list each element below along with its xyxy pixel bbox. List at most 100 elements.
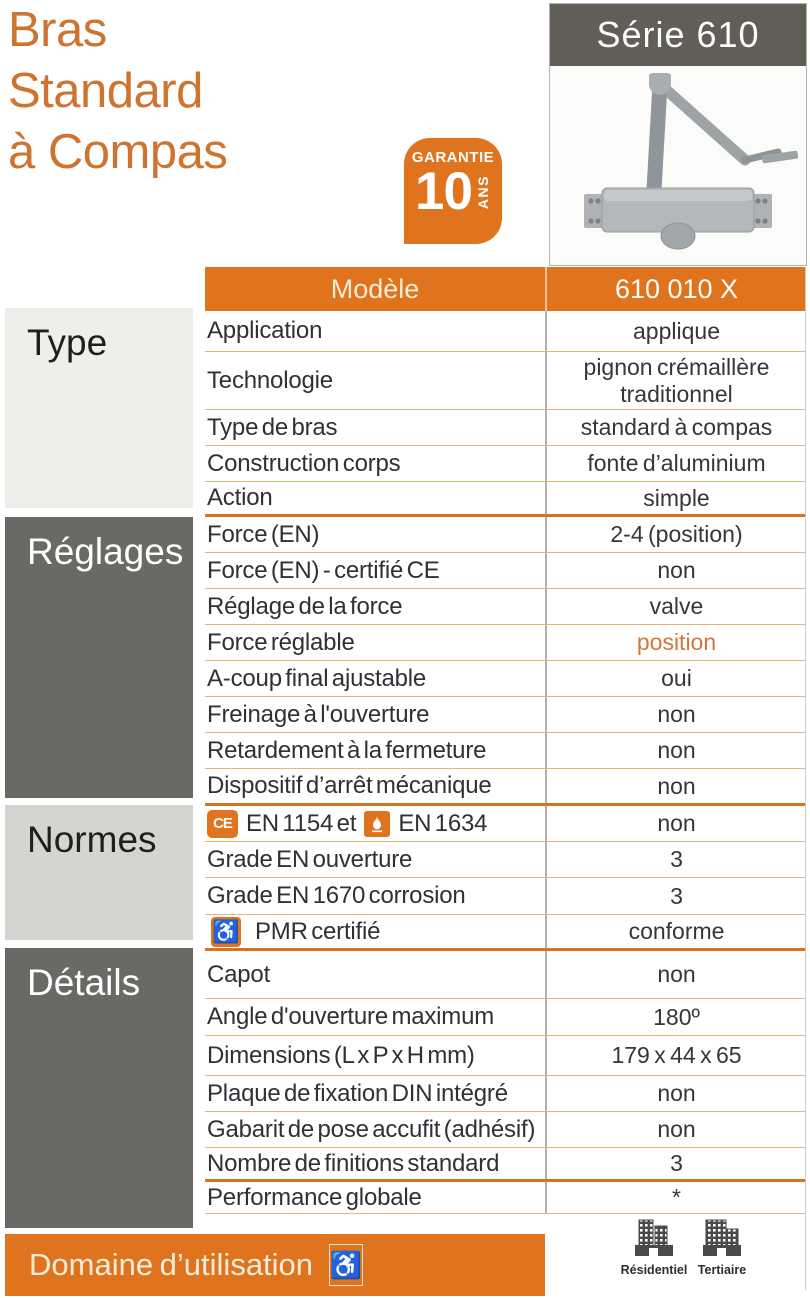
table-row: Construction corps fonte d’aluminium — [205, 446, 806, 482]
row-label: Angle d'ouverture maximum — [207, 1003, 495, 1030]
usage-icons: Résidentiel Tertiaire — [620, 1218, 756, 1277]
spec-table: Application applique Technologie pignon … — [205, 311, 806, 1214]
row-label: Grade EN ouverture — [207, 845, 413, 873]
row-label: A-coup final ajustable — [207, 664, 427, 692]
row-label: Force réglable — [207, 628, 355, 656]
row-label: Dimensions (L x P x H mm) — [207, 1041, 475, 1069]
row-value: 3 — [545, 878, 806, 914]
residential-building-icon — [635, 1219, 673, 1256]
wheelchair-icon: ♿ — [211, 916, 241, 947]
usage-domain-title: Domaine d’utilisation — [29, 1247, 314, 1282]
row-label: Plaque de fixation DIN intégré — [207, 1079, 508, 1107]
row-label: CE EN 1154 et EN 1634 — [205, 806, 545, 841]
table-row: A-coup final ajustable oui — [205, 661, 806, 697]
section-type: Type — [5, 308, 193, 508]
row-label: Force (EN) — [207, 520, 320, 548]
row-value: position — [545, 625, 806, 660]
table-row: ♿ PMR certifié conforme — [205, 915, 806, 951]
row-label: Action — [207, 484, 273, 511]
row-value: applique — [545, 311, 806, 351]
row-label-text: EN 1154 et — [246, 809, 357, 837]
row-value: * — [545, 1182, 806, 1213]
row-label: Nombre de finitions standard — [207, 1149, 500, 1177]
table-row: Retardement à la fermeture non — [205, 733, 806, 769]
table-row: Freinage à l'ouverture non — [205, 697, 806, 733]
row-label: Réglage de la force — [207, 592, 403, 620]
row-label: Performance globale — [207, 1183, 422, 1211]
model-column-header: Modèle — [330, 273, 420, 304]
row-value: non — [545, 951, 806, 998]
section-details: Détails — [5, 948, 193, 1228]
ce-mark-icon: CE — [207, 809, 238, 838]
page-title-line: Bras — [8, 3, 107, 57]
row-value: standard à compas — [545, 410, 806, 445]
row-value: simple — [545, 482, 806, 514]
door-closer-illustration — [584, 73, 799, 250]
model-number: 610 010 X — [545, 267, 806, 311]
row-value: non — [545, 553, 806, 588]
row-value: non — [545, 1112, 806, 1147]
page-title-line: à Compas — [8, 125, 228, 179]
usage-label: Tertiaire — [697, 1263, 747, 1277]
row-label: Application — [207, 317, 323, 344]
page-title-line: Standard — [8, 64, 203, 118]
usage-label: Résidentiel — [620, 1263, 688, 1277]
row-value: 2-4 (position) — [545, 517, 806, 552]
row-value: 179 x 44 x 65 — [545, 1036, 806, 1075]
table-row: Application applique — [205, 311, 806, 352]
wheelchair-icon: ♿ — [329, 1244, 364, 1286]
row-value: oui — [545, 661, 806, 696]
row-label: Technologie — [207, 366, 333, 394]
row-label: Force (EN) - certifié CE — [207, 556, 440, 584]
row-value: pignon crémaillère traditionnel — [545, 352, 806, 409]
warranty-years-suffix: ANS — [474, 175, 491, 210]
row-label: Grade EN 1670 corrosion — [207, 882, 466, 909]
table-row: Type de bras standard à compas — [205, 410, 806, 446]
row-label-text: EN 1634 — [398, 809, 488, 837]
row-value: non — [545, 697, 806, 732]
row-value: conforme — [545, 915, 806, 948]
row-label: ♿ PMR certifié — [205, 915, 545, 948]
usage-residential: Résidentiel — [620, 1218, 688, 1277]
warranty-badge-label: GARANTIE — [411, 149, 495, 166]
row-value: valve — [545, 589, 806, 624]
table-row: Action simple — [205, 482, 806, 517]
section-reglages: Réglages — [5, 517, 193, 798]
product-series-header: Série 610 — [550, 4, 806, 66]
table-row: Gabarit de pose accufit (adhésif) non — [205, 1112, 806, 1148]
section-normes: Normes — [5, 805, 193, 940]
row-label: Capot — [207, 960, 271, 988]
warranty-badge: GARANTIE 10 ANS — [404, 138, 502, 244]
row-label: Freinage à l'ouverture — [207, 700, 430, 728]
page-title: Bras Standard à Compas — [8, 0, 228, 183]
table-row: CE EN 1154 et EN 1634 non — [205, 806, 806, 842]
product-card: Série 610 — [549, 3, 807, 266]
table-row: Performance globale * — [205, 1182, 806, 1214]
row-label: Gabarit de pose accufit (adhésif) — [207, 1115, 536, 1143]
row-value: 3 — [545, 842, 806, 877]
row-label: Type de bras — [207, 413, 338, 441]
row-label: Construction corps — [207, 449, 401, 477]
row-value: non — [545, 733, 806, 768]
row-label-text: PMR certifié — [255, 917, 381, 945]
table-row: Plaque de fixation DIN intégré non — [205, 1076, 806, 1112]
table-row: Capot non — [205, 951, 806, 999]
row-label: Retardement à la fermeture — [207, 736, 487, 764]
row-value: 3 — [545, 1148, 806, 1179]
fire-icon — [364, 810, 391, 837]
table-row: Dimensions (L x P x H mm) 179 x 44 x 65 — [205, 1036, 806, 1076]
door-closer-image — [550, 66, 806, 264]
table-row: Grade EN ouverture 3 — [205, 842, 806, 878]
table-row: Grade EN 1670 corrosion 3 — [205, 878, 806, 915]
table-row: Force (EN) - certifié CE non — [205, 553, 806, 589]
row-value: fonte d’aluminium — [545, 446, 806, 481]
usage-domain-bar: Domaine d’utilisation ♿ — [5, 1234, 545, 1296]
row-value: non — [545, 769, 806, 803]
row-label: Dispositif d’arrêt mécanique — [207, 772, 492, 799]
table-header-row: Modèle 610 010 X — [205, 267, 806, 311]
table-row: Technologie pignon crémaillère tradition… — [205, 352, 806, 410]
table-row: Force réglable position — [205, 625, 806, 661]
table-row: Nombre de finitions standard 3 — [205, 1148, 806, 1182]
row-value: non — [545, 1076, 806, 1111]
